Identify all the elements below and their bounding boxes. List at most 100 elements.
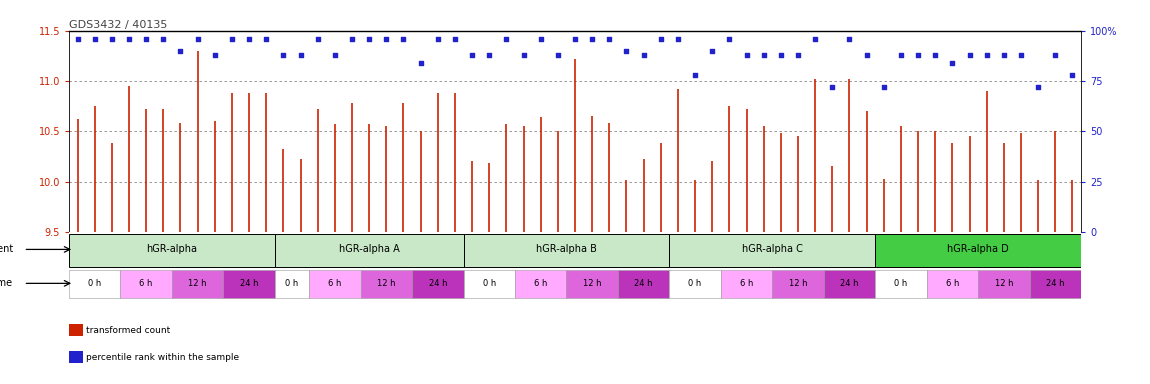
Point	[463, 52, 482, 58]
Point	[531, 36, 550, 42]
Text: transformed count: transformed count	[86, 326, 170, 335]
Text: 0 h: 0 h	[89, 279, 101, 288]
Text: 24 h: 24 h	[240, 279, 259, 288]
Text: 12 h: 12 h	[789, 279, 807, 288]
Point	[85, 36, 104, 42]
Text: 12 h: 12 h	[583, 279, 601, 288]
Point	[1029, 84, 1048, 90]
Point	[377, 36, 396, 42]
Point	[291, 52, 309, 58]
Bar	[69, 270, 121, 298]
Point	[583, 36, 601, 42]
Bar	[823, 270, 875, 298]
Text: time: time	[0, 278, 14, 288]
Point	[1046, 52, 1065, 58]
Point	[789, 52, 807, 58]
Text: 12 h: 12 h	[995, 279, 1013, 288]
Bar	[463, 234, 669, 266]
Text: 0 h: 0 h	[895, 279, 907, 288]
Bar	[121, 270, 171, 298]
Point	[806, 36, 825, 42]
Text: 12 h: 12 h	[189, 279, 207, 288]
Bar	[309, 270, 361, 298]
Point	[1064, 72, 1082, 78]
Bar	[927, 270, 979, 298]
Bar	[223, 270, 275, 298]
Bar	[669, 234, 875, 266]
Point	[206, 52, 224, 58]
Text: agent: agent	[0, 245, 14, 255]
Point	[120, 36, 138, 42]
Bar	[275, 234, 463, 266]
Bar	[773, 270, 823, 298]
Point	[480, 52, 498, 58]
Text: 0 h: 0 h	[483, 279, 496, 288]
Point	[412, 60, 430, 66]
Point	[308, 36, 327, 42]
Point	[549, 52, 567, 58]
Text: 24 h: 24 h	[429, 279, 447, 288]
Bar	[463, 270, 515, 298]
Point	[995, 52, 1013, 58]
Point	[137, 36, 155, 42]
Point	[635, 52, 653, 58]
Bar	[275, 270, 309, 298]
Point	[960, 52, 979, 58]
Point	[223, 36, 241, 42]
Bar	[875, 234, 1081, 266]
Text: 24 h: 24 h	[635, 279, 653, 288]
Bar	[979, 270, 1029, 298]
Point	[68, 36, 86, 42]
Text: 6 h: 6 h	[328, 279, 342, 288]
Text: 0 h: 0 h	[285, 279, 299, 288]
Point	[703, 48, 721, 54]
Point	[874, 84, 892, 90]
Text: 6 h: 6 h	[739, 279, 753, 288]
Text: 12 h: 12 h	[377, 279, 396, 288]
Bar	[721, 270, 773, 298]
Point	[754, 52, 773, 58]
Point	[737, 52, 756, 58]
Bar	[412, 270, 463, 298]
Point	[891, 52, 910, 58]
Bar	[875, 270, 927, 298]
Bar	[567, 270, 618, 298]
Point	[171, 48, 190, 54]
Bar	[1029, 270, 1081, 298]
Point	[823, 84, 842, 90]
Text: hGR-alpha B: hGR-alpha B	[536, 245, 597, 255]
Bar	[361, 270, 412, 298]
Text: hGR-alpha C: hGR-alpha C	[742, 245, 803, 255]
Point	[668, 36, 687, 42]
Text: 6 h: 6 h	[534, 279, 547, 288]
Point	[274, 52, 292, 58]
Point	[258, 36, 276, 42]
Text: 6 h: 6 h	[945, 279, 959, 288]
Point	[514, 52, 532, 58]
Point	[497, 36, 515, 42]
Point	[600, 36, 619, 42]
Point	[618, 48, 636, 54]
Text: 24 h: 24 h	[841, 279, 859, 288]
Text: hGR-alpha: hGR-alpha	[146, 245, 198, 255]
Point	[566, 36, 584, 42]
Bar	[69, 234, 275, 266]
Point	[841, 36, 859, 42]
Point	[394, 36, 413, 42]
Point	[772, 52, 790, 58]
Point	[102, 36, 121, 42]
Point	[978, 52, 996, 58]
Point	[154, 36, 172, 42]
Point	[1012, 52, 1030, 58]
Point	[343, 36, 361, 42]
Point	[943, 60, 961, 66]
Bar	[618, 270, 669, 298]
Point	[446, 36, 465, 42]
Point	[685, 72, 704, 78]
Point	[652, 36, 670, 42]
Bar	[515, 270, 567, 298]
Point	[720, 36, 738, 42]
Text: GDS3432 / 40135: GDS3432 / 40135	[69, 20, 168, 30]
Point	[858, 52, 876, 58]
Bar	[171, 270, 223, 298]
